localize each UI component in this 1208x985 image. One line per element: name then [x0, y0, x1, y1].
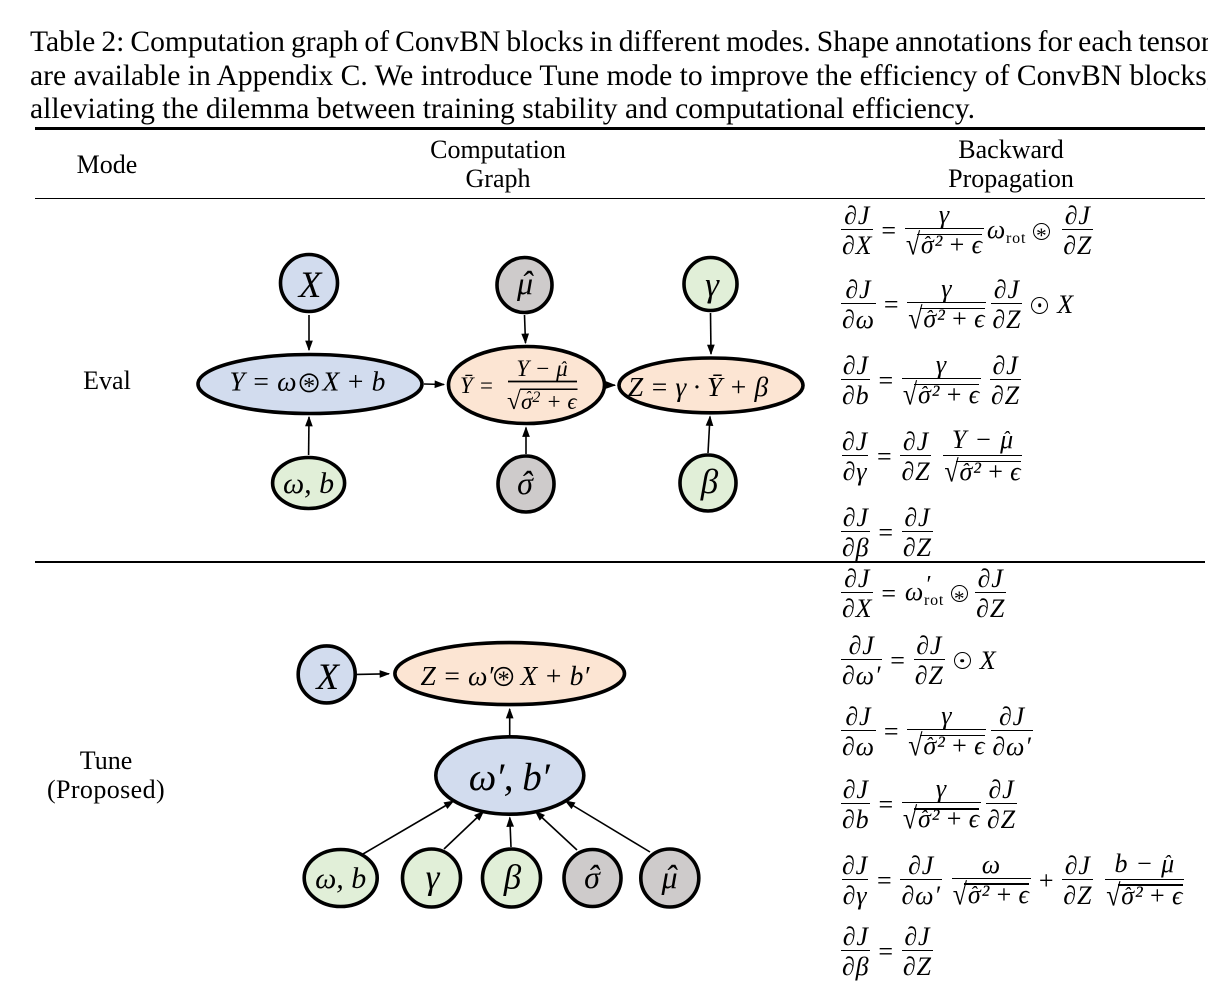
- svg-text:√: √: [507, 388, 521, 415]
- svg-text:ˆ: ˆ: [560, 358, 567, 378]
- svg-text:ˆ: ˆ: [521, 264, 535, 303]
- svg-text:β: β: [503, 858, 522, 897]
- svg-text:ω, b: ω, b: [283, 467, 334, 500]
- svg-text:σ: σ: [584, 859, 601, 895]
- svg-text:X: X: [297, 265, 323, 306]
- svg-text:Z = γ · Ȳ + β: Z = γ · Ȳ + β: [628, 371, 769, 402]
- svg-text:β: β: [700, 462, 719, 501]
- svg-text:ˆ: ˆ: [587, 858, 601, 897]
- svg-text:σ: σ: [517, 465, 534, 501]
- svg-text:X + b′: X + b′: [520, 660, 591, 691]
- svg-text:ω, b: ω, b: [315, 862, 366, 895]
- svg-text:γ: γ: [426, 858, 441, 897]
- svg-text:*: *: [498, 668, 510, 694]
- svg-text:X: X: [314, 657, 340, 698]
- svg-text:Y − μ: Y − μ: [516, 356, 567, 381]
- svg-text:X + b: X + b: [322, 366, 386, 397]
- svg-text:ˆ: ˆ: [665, 858, 679, 897]
- svg-text:ˆ: ˆ: [525, 388, 532, 407]
- svg-text:μ: μ: [516, 265, 533, 301]
- svg-text:σ2 + ϵ: σ2 + ϵ: [521, 389, 577, 414]
- svg-text:Y = ω: Y = ω: [229, 366, 296, 397]
- svg-text:ˆ: ˆ: [520, 464, 534, 503]
- svg-text:Ȳ =: Ȳ =: [460, 373, 494, 398]
- svg-text:Z = ω′: Z = ω′: [420, 660, 494, 691]
- svg-text:μ: μ: [660, 859, 677, 895]
- svg-text:γ: γ: [705, 265, 720, 304]
- svg-text:ω′, b′: ω′, b′: [469, 756, 551, 799]
- svg-text:*: *: [303, 374, 315, 400]
